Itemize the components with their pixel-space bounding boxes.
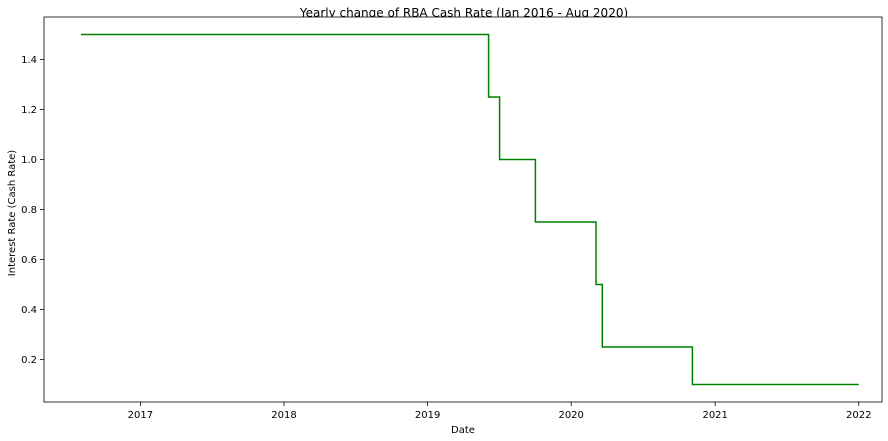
x-tick-label: 2022	[846, 410, 871, 421]
cash-rate-line	[81, 33, 859, 386]
x-tick-label: 2018	[271, 410, 296, 421]
x-axis-title: Date	[451, 425, 475, 436]
x-tick-label: 2019	[415, 410, 440, 421]
y-tick-label: 1.0	[21, 155, 37, 166]
y-tick-label: 0.8	[21, 205, 37, 216]
x-axis: 2017 2018 2019 2020 2021 2022	[128, 402, 872, 421]
y-tick-label: 1.2	[21, 105, 37, 116]
x-tick-label: 2021	[702, 410, 727, 421]
y-tick-label: 0.2	[21, 355, 37, 366]
chart-title: Yearly change of RBA Cash Rate (Jan 2016…	[299, 6, 628, 20]
y-axis: 0.2 0.4 0.6 0.8 1.0 1.2 1.4	[21, 55, 44, 366]
y-tick-label: 0.6	[21, 255, 37, 266]
x-tick-label: 2020	[558, 410, 583, 421]
y-axis-title: Interest Rate (Cash Rate)	[7, 150, 18, 276]
x-tick-label: 2017	[128, 410, 153, 421]
y-tick-label: 1.4	[21, 55, 37, 66]
y-tick-label: 0.4	[21, 305, 37, 316]
plot-area	[43, 16, 883, 403]
series-layer	[81, 33, 859, 386]
